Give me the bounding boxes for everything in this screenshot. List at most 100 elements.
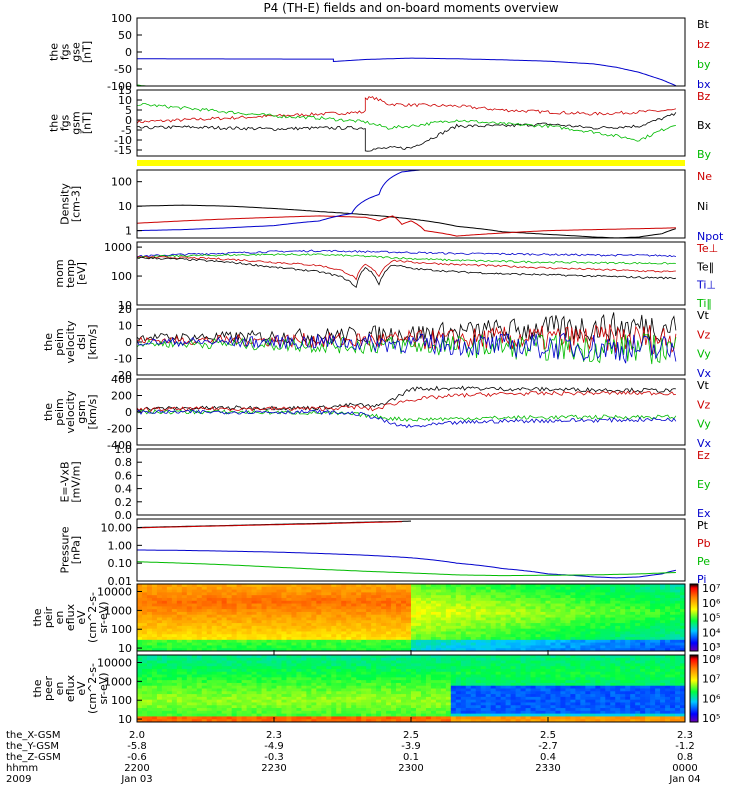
spec-cell [530,691,537,695]
spec-cell [406,710,412,715]
spec-cell [420,668,427,673]
spec-cell [555,710,562,715]
spec-cell [520,639,527,644]
spec-cell [435,617,442,621]
spec-cell [411,634,417,638]
spec-cell [231,625,238,630]
spec-cell [231,671,238,676]
spec-cell [276,685,283,690]
spec-cell [251,719,258,722]
spec-cell [655,584,661,588]
spec-cell [406,625,412,630]
spec-cell [371,600,377,605]
spec-cell [137,710,143,715]
spec-cell [515,592,522,596]
spec-cell [326,600,332,605]
spec-cell [480,685,487,690]
spec-cell [271,702,278,706]
spec-cell [156,688,163,692]
spec-cell [500,657,507,662]
spec-cell [166,589,173,593]
spec-cell [201,719,208,722]
spec-cell [550,674,557,678]
spec-cell [445,606,452,610]
legend-peim_gsm-vy: Vy [697,418,711,431]
spec-cell [625,625,631,630]
spec-cell [221,634,228,638]
spec-cell [226,657,233,662]
spec-cell [595,628,601,633]
spec-cell [161,699,168,704]
spec-cell [301,600,307,605]
spec-cell [565,642,572,647]
spec-cell [196,655,203,659]
spec-cell [391,685,397,690]
spec-cell [171,639,178,644]
spec-cell [311,708,317,712]
spec-cell [326,597,332,602]
spec-cell [435,663,442,667]
spec-cell [351,625,357,630]
spec-cell [301,694,307,698]
spec-cell [316,584,322,588]
spec-cell [455,655,462,659]
spec-cell [256,614,263,619]
spec-cell [545,685,552,690]
spec-cell [376,600,382,605]
spec-cell [316,671,322,676]
spec-cell [580,595,586,599]
spec-cell [256,696,263,701]
spec-cell [510,609,517,613]
spec-cell [445,589,452,593]
spec-cell [291,702,298,706]
spec-cell [151,625,158,630]
spec-cell [296,600,302,605]
spec-cell [430,634,437,638]
series-pressure-pe [137,561,676,577]
spec-cell [181,710,188,715]
spec-cell [216,631,223,635]
spec-cell [545,620,552,624]
spec-cell [406,677,412,681]
spec-cell [610,603,616,607]
spec-cell [296,642,302,647]
spec-cell [485,639,492,644]
spec-cell [351,699,357,704]
spec-cell [485,631,492,635]
spec-cell [341,677,347,681]
spec-cell [286,666,293,670]
spec-cell [575,611,581,616]
spec-cell [440,614,447,619]
spec-cell [381,671,387,676]
spec-cell [266,642,273,647]
colorbar-tick-peir_spec: 10⁶ [702,597,721,610]
ytick-fgs_gse: 50 [118,29,132,42]
spec-cell [475,592,482,596]
spec-cell [326,592,332,596]
spec-cell [206,589,213,593]
spec-cell [276,713,283,718]
spec-cell [406,637,412,641]
spec-cell [545,586,552,591]
spec-cell [186,719,193,722]
spec-cell [346,713,352,718]
spec-cell [485,603,492,607]
spec-cell [311,611,317,616]
spec-cell [231,584,238,588]
spec-cell [211,716,218,720]
spec-cell [281,595,288,599]
spec-cell [391,606,397,610]
spec-cell [425,592,432,596]
spec-cell [510,597,517,602]
spec-cell [256,671,263,676]
spec-cell [381,694,387,698]
spec-cell [485,685,492,690]
spec-cell [615,634,621,638]
spec-cell [356,680,362,684]
spec-cell [411,694,417,698]
spec-cell [316,642,322,647]
spec-cell [137,694,143,698]
spec-cell [346,597,352,602]
spec-cell [186,609,193,613]
